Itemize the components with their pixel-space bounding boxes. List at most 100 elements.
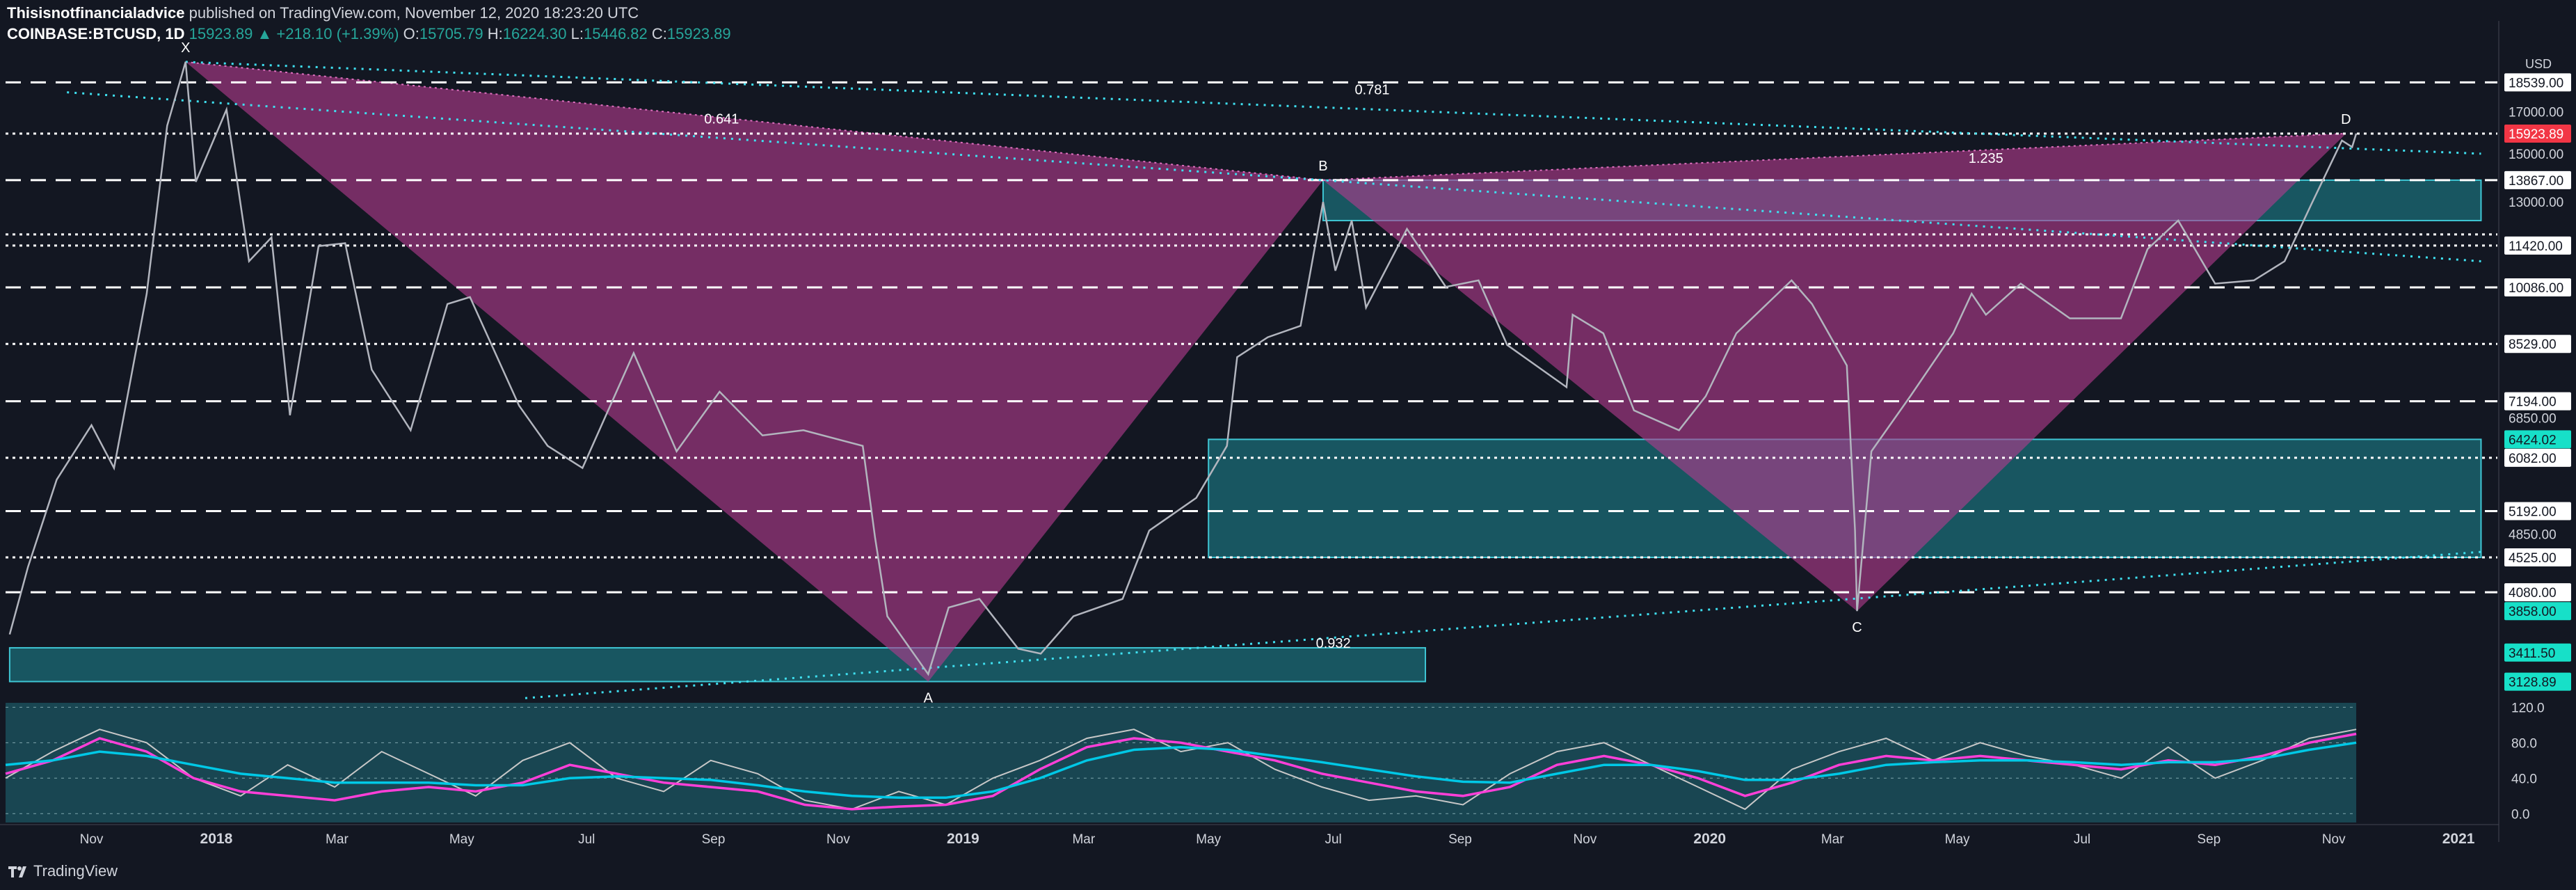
time-tick-8: Mar: [1072, 832, 1095, 847]
time-tick-13: 2020: [1693, 831, 1726, 847]
high-value: 16224.30: [502, 25, 567, 42]
pattern-bcd: [1322, 133, 2346, 612]
price-badge-7: [2504, 278, 2571, 297]
close-value: 15923.89: [666, 25, 731, 42]
time-tick-11: Sep: [1448, 832, 1472, 847]
osc-series-0: [5, 729, 2357, 811]
price-label-9: 7194.00: [2509, 395, 2557, 410]
price-badge-4: [2504, 170, 2571, 189]
osc-series-2: [5, 741, 2357, 800]
time-tick-15: May: [1945, 832, 1970, 847]
time-tick-18: Nov: [2322, 832, 2346, 847]
trendline-0: [67, 91, 2481, 262]
published-info: published on TradingView.com, November 1…: [189, 4, 639, 22]
time-tick-17: Sep: [2197, 832, 2221, 847]
time-tick-2: Mar: [326, 832, 349, 847]
trendline-2: [525, 550, 2481, 699]
price-badge-19: [2504, 672, 2571, 691]
low-value: 15446.82: [584, 25, 648, 42]
price-label-0: 18539.00: [2509, 76, 2563, 90]
horizontal-levels: [6, 81, 2497, 594]
author-name[interactable]: Thisisnotfinancialadvice: [7, 4, 185, 22]
oscillator-background: [6, 703, 2357, 823]
price-label-7: 10086.00: [2509, 281, 2563, 296]
price-label-2: 15923.89: [2509, 127, 2563, 142]
time-tick-9: May: [1196, 832, 1221, 847]
time-tick-14: Mar: [1821, 832, 1844, 847]
price-change: ▲ +218.10 (+1.39%): [257, 25, 399, 42]
pattern-point-C: C: [1852, 620, 1862, 635]
symbol-label[interactable]: COINBASE:BTCUSD, 1D: [7, 25, 185, 42]
price-label-8: 8529.00: [2509, 337, 2557, 352]
pattern-labels: X A B C D 0.641 0.781 1.235 0.932: [181, 40, 2351, 706]
time-tick-6: Nov: [826, 832, 850, 847]
price-label-5: 13000.00: [2509, 196, 2563, 210]
price-label-6: 11420.00: [2509, 239, 2563, 254]
low-label: L:: [570, 25, 584, 42]
btc-price-path: [8, 61, 2358, 676]
time-axis[interactable]: Nov 2018 Mar May Jul Sep Nov 2019 Mar May Jul Sep No…: [0, 824, 2499, 847]
time-tick-10: Jul: [1325, 832, 1341, 847]
price-label-19: 3128.89: [2509, 676, 2557, 690]
close-label: C:: [651, 25, 667, 42]
high-label: H:: [487, 25, 503, 42]
price-axis[interactable]: 18539.00 17000.00 15923.89 15000.00 13867.00…: [2498, 21, 2571, 842]
pattern-ratio-1: 0.781: [1354, 82, 1389, 97]
pattern-ratio-3: 0.932: [1316, 636, 1351, 651]
osc-tick-1: 80.0: [2511, 736, 2537, 751]
pattern-ratio-2: 1.235: [1969, 151, 2003, 166]
price-badge-8: [2504, 335, 2571, 353]
time-tick-4: Jul: [578, 832, 595, 847]
price-label-11: 6424.02: [2509, 433, 2557, 447]
last-price: 15923.89: [189, 25, 253, 42]
price-label-12: 6082.00: [2509, 452, 2557, 466]
time-tick-16: Jul: [2074, 832, 2090, 847]
price-label-14: 4850.00: [2509, 527, 2557, 542]
brand-name: TradingView: [33, 862, 118, 880]
pattern-point-A: A: [924, 691, 934, 706]
price-label-17: 3858.00: [2509, 605, 2557, 619]
time-tick-0: Nov: [80, 832, 104, 847]
pattern-xb-line: [185, 61, 1324, 181]
price-label-4: 13867.00: [2509, 174, 2563, 189]
price-badge-2: [2504, 124, 2571, 143]
price-label-10: 6850.00: [2509, 411, 2557, 426]
oscillator-pane[interactable]: 120.0 80.0 40.0 0.0: [5, 701, 2545, 823]
trendline-1: [185, 61, 2481, 155]
price-label-18: 3411.50: [2509, 646, 2555, 661]
price-badge-11: [2504, 430, 2571, 449]
time-tick-19: 2021: [2442, 831, 2475, 847]
time-tick-1: 2018: [200, 831, 233, 847]
open-value: 15705.79: [419, 25, 483, 42]
osc-series-1: [5, 732, 2357, 811]
chart-header: Thisisnotfinancialadvice published on Tr…: [7, 3, 731, 45]
trendlines: [67, 61, 2481, 699]
price-label-16: 4080.00: [2509, 586, 2557, 601]
price-line: [8, 61, 2358, 676]
price-badge-13: [2504, 502, 2571, 521]
currency-label: USD: [2525, 57, 2552, 71]
price-badge-9: [2504, 392, 2571, 411]
price-label-3: 15000.00: [2509, 148, 2563, 162]
price-badge-17: [2504, 602, 2571, 621]
osc-tick-2: 40.0: [2511, 772, 2537, 786]
footer-brand[interactable]: TradingView: [7, 862, 118, 880]
price-badge-12: [2504, 448, 2571, 467]
price-badge-18: [2504, 643, 2571, 662]
price-badge-15: [2504, 548, 2571, 567]
price-label-1: 17000.00: [2509, 105, 2563, 120]
time-tick-5: Sep: [702, 832, 726, 847]
pattern-xab: [185, 61, 1323, 682]
price-label-15: 4525.00: [2509, 551, 2557, 566]
zone-0: [8, 646, 1426, 683]
price-badge-16: [2504, 583, 2571, 602]
time-tick-12: Nov: [1573, 832, 1597, 847]
price-label-13: 5192.00: [2509, 504, 2557, 519]
pattern-point-X: X: [181, 40, 190, 56]
pattern-ratio-0: 0.641: [704, 112, 739, 127]
price-badge-0: [2504, 73, 2571, 92]
price-badge-6: [2504, 236, 2571, 255]
open-label: O:: [403, 25, 419, 42]
tradingview-logo-icon: [8, 866, 26, 877]
